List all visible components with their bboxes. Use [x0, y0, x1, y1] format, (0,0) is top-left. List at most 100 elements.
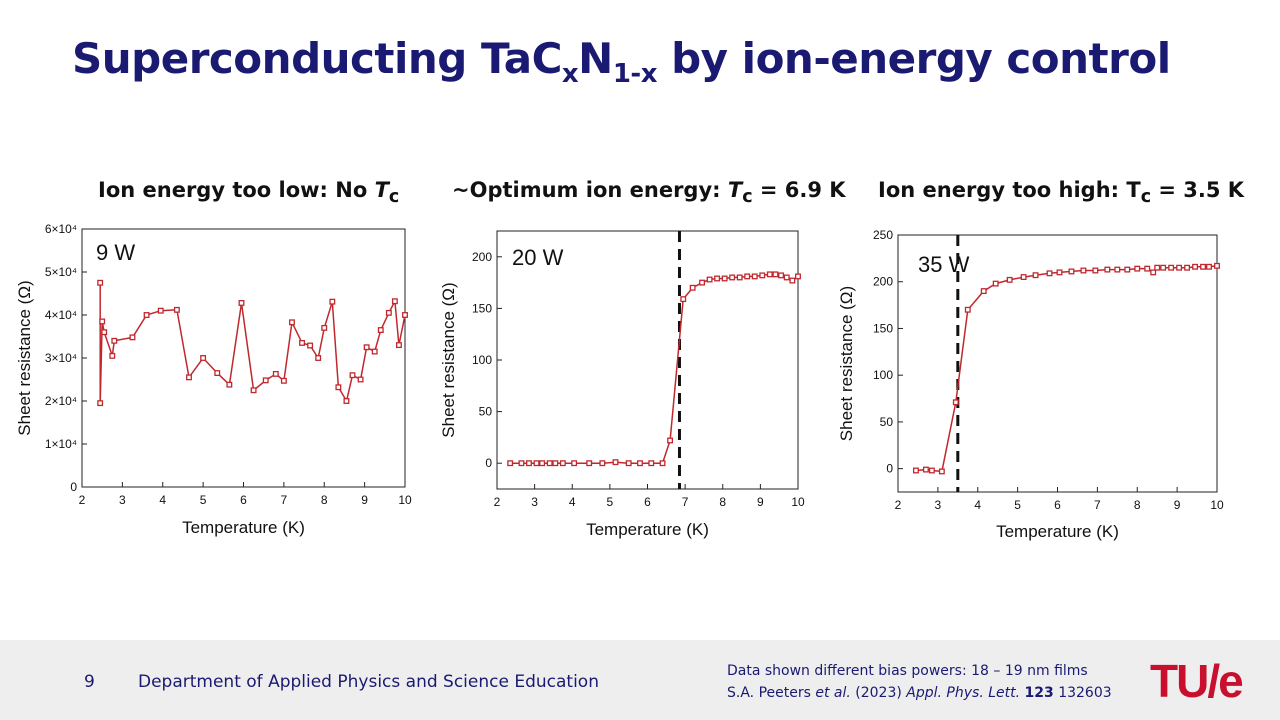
chart3-data-point	[938, 468, 945, 475]
chart3-data-point	[1160, 264, 1167, 271]
chart2-data-point	[795, 273, 801, 280]
chart1-data-point	[329, 298, 336, 305]
chart2-data-point	[714, 275, 721, 282]
chart3-y-tick-label: 250	[873, 228, 893, 242]
chart3-data-point	[1134, 265, 1141, 272]
chart1-data-point	[363, 344, 370, 351]
chart2-data-point	[659, 460, 666, 467]
chart1-data-point	[299, 339, 305, 346]
chart1-data-point	[343, 398, 350, 404]
chart2-data-point	[648, 460, 655, 467]
chart1-y-tick-label: 3×10⁴	[45, 351, 77, 365]
panel-title-italic: T	[374, 178, 389, 202]
chart3-series-line	[915, 265, 1218, 473]
chart3-x-axis-label: Temperature (K)	[996, 522, 1119, 541]
chart3-data-point	[1150, 269, 1157, 276]
chart1-data-point	[111, 337, 118, 344]
chart1-y-tick-label: 4×10⁴	[45, 308, 77, 322]
chart2-data-point	[751, 273, 758, 280]
panel-title-low: Ion energy too low: No Tc	[98, 178, 399, 207]
chart1-data-point	[200, 355, 207, 361]
chart3-data-point	[1154, 264, 1161, 271]
chart2-data-point	[699, 279, 706, 286]
chart1-x-tick-label: 8	[321, 493, 328, 507]
chart3-y-axis-label: Sheet resistance (Ω)	[837, 286, 856, 441]
chart3-data-point	[980, 288, 987, 295]
charts-area: 2 3 4 5 6 7 8 9 1001×10⁴2×10⁴3×10⁴4×10⁴5×10⁴6×10…	[15, 222, 1224, 541]
chart1-x-tick-label: 7	[281, 493, 288, 507]
chart2-data-point	[518, 460, 525, 467]
chart3-data-point	[1206, 263, 1212, 270]
chart3-power-annotation: 35 W	[918, 252, 970, 277]
chart2-data-point	[599, 460, 606, 467]
chart1-x-axis-label: Temperature (K)	[182, 518, 305, 537]
chart2-x-tick-label: 9	[757, 495, 764, 509]
chart3-x-tick-label: 2	[895, 498, 902, 512]
chart1-data-point	[402, 312, 408, 318]
chart1-data-point	[321, 324, 328, 331]
panel-title-italic: T	[727, 178, 743, 202]
chart1-data-point	[385, 309, 392, 316]
chart1-data-point	[371, 348, 378, 355]
chart2-data-point	[667, 437, 674, 444]
panel-title-text: Ion energy too high: T	[878, 178, 1141, 202]
panel-title-sub: c	[388, 187, 400, 208]
chart2-x-tick-label: 3	[531, 495, 538, 509]
chart2-data-point	[637, 460, 643, 467]
chart2-data-point	[680, 296, 687, 303]
chart1-x-tick-label: 3	[119, 493, 126, 507]
panel-title-rest: = 3.5 K	[1151, 178, 1245, 202]
chart1-data-point	[143, 312, 150, 318]
chart1-data-point	[109, 352, 116, 359]
chart3-data-point	[1144, 265, 1151, 272]
chart1-y-tick-label: 1×10⁴	[45, 437, 77, 451]
note-line-1: Data shown different bias powers: 18 – 1…	[727, 663, 1088, 679]
footer: 9 Department of Applied Physics and Scie…	[0, 640, 1280, 720]
chart3-data-point	[1200, 263, 1206, 270]
chart3-data-point	[952, 399, 959, 406]
chart2-data-point	[706, 276, 713, 283]
title-mid: N	[578, 34, 613, 83]
chart1-x-tick-label: 2	[79, 493, 86, 507]
chart2-data-point	[729, 274, 736, 281]
chart2-data-point	[783, 274, 790, 281]
chart2-x-tick-label: 2	[494, 495, 501, 509]
chart2-data-point	[539, 460, 546, 467]
chart2-x-tick-label: 4	[569, 495, 576, 509]
chart3-data-point	[1124, 266, 1131, 273]
panel-title-sub: c	[1140, 187, 1152, 208]
citation-volume: 123	[1024, 685, 1054, 701]
panel-title-text: Ion energy too low: No	[98, 178, 375, 202]
chart1-data-point	[288, 319, 295, 326]
chart2-data-point	[736, 274, 743, 281]
chart2-series-line	[510, 273, 799, 464]
citation-etal: et al.	[815, 685, 851, 701]
chart3-data-point	[1214, 262, 1220, 269]
chart1-data-point	[97, 400, 104, 407]
citation-year: (2023)	[850, 685, 907, 701]
chart1-data-point	[357, 376, 364, 383]
chart2-data-point	[559, 460, 566, 467]
chart3-data-point	[1006, 276, 1013, 283]
chart2-data-point	[772, 271, 779, 278]
chart2-data-point	[721, 275, 728, 282]
chart2-data-point	[766, 271, 773, 278]
chart3-y-tick-label: 50	[880, 415, 894, 429]
chart1-x-tick-label: 5	[200, 493, 207, 507]
chart1-data-point	[262, 377, 269, 384]
chart1-data-point	[99, 318, 106, 325]
chart3-data-point	[1092, 267, 1099, 274]
chart2-data-point	[546, 460, 553, 467]
chart3-data-point	[1056, 269, 1063, 276]
chart3-data-point	[1020, 274, 1027, 281]
chart2-data-point	[507, 460, 514, 467]
tue-logo: TU/e	[1150, 655, 1244, 707]
chart3-data-point	[964, 306, 971, 313]
panel-title-text: ~Optimum ion energy:	[452, 178, 728, 202]
chart1-power-annotation: 9 W	[96, 240, 135, 265]
chart1-x-tick-label: 6	[240, 493, 247, 507]
chart1-data-point	[101, 329, 108, 336]
citation-author: S.A. Peeters	[727, 685, 816, 701]
chart2-data-point	[625, 460, 632, 467]
chart3-y-tick-label: 100	[873, 368, 893, 382]
